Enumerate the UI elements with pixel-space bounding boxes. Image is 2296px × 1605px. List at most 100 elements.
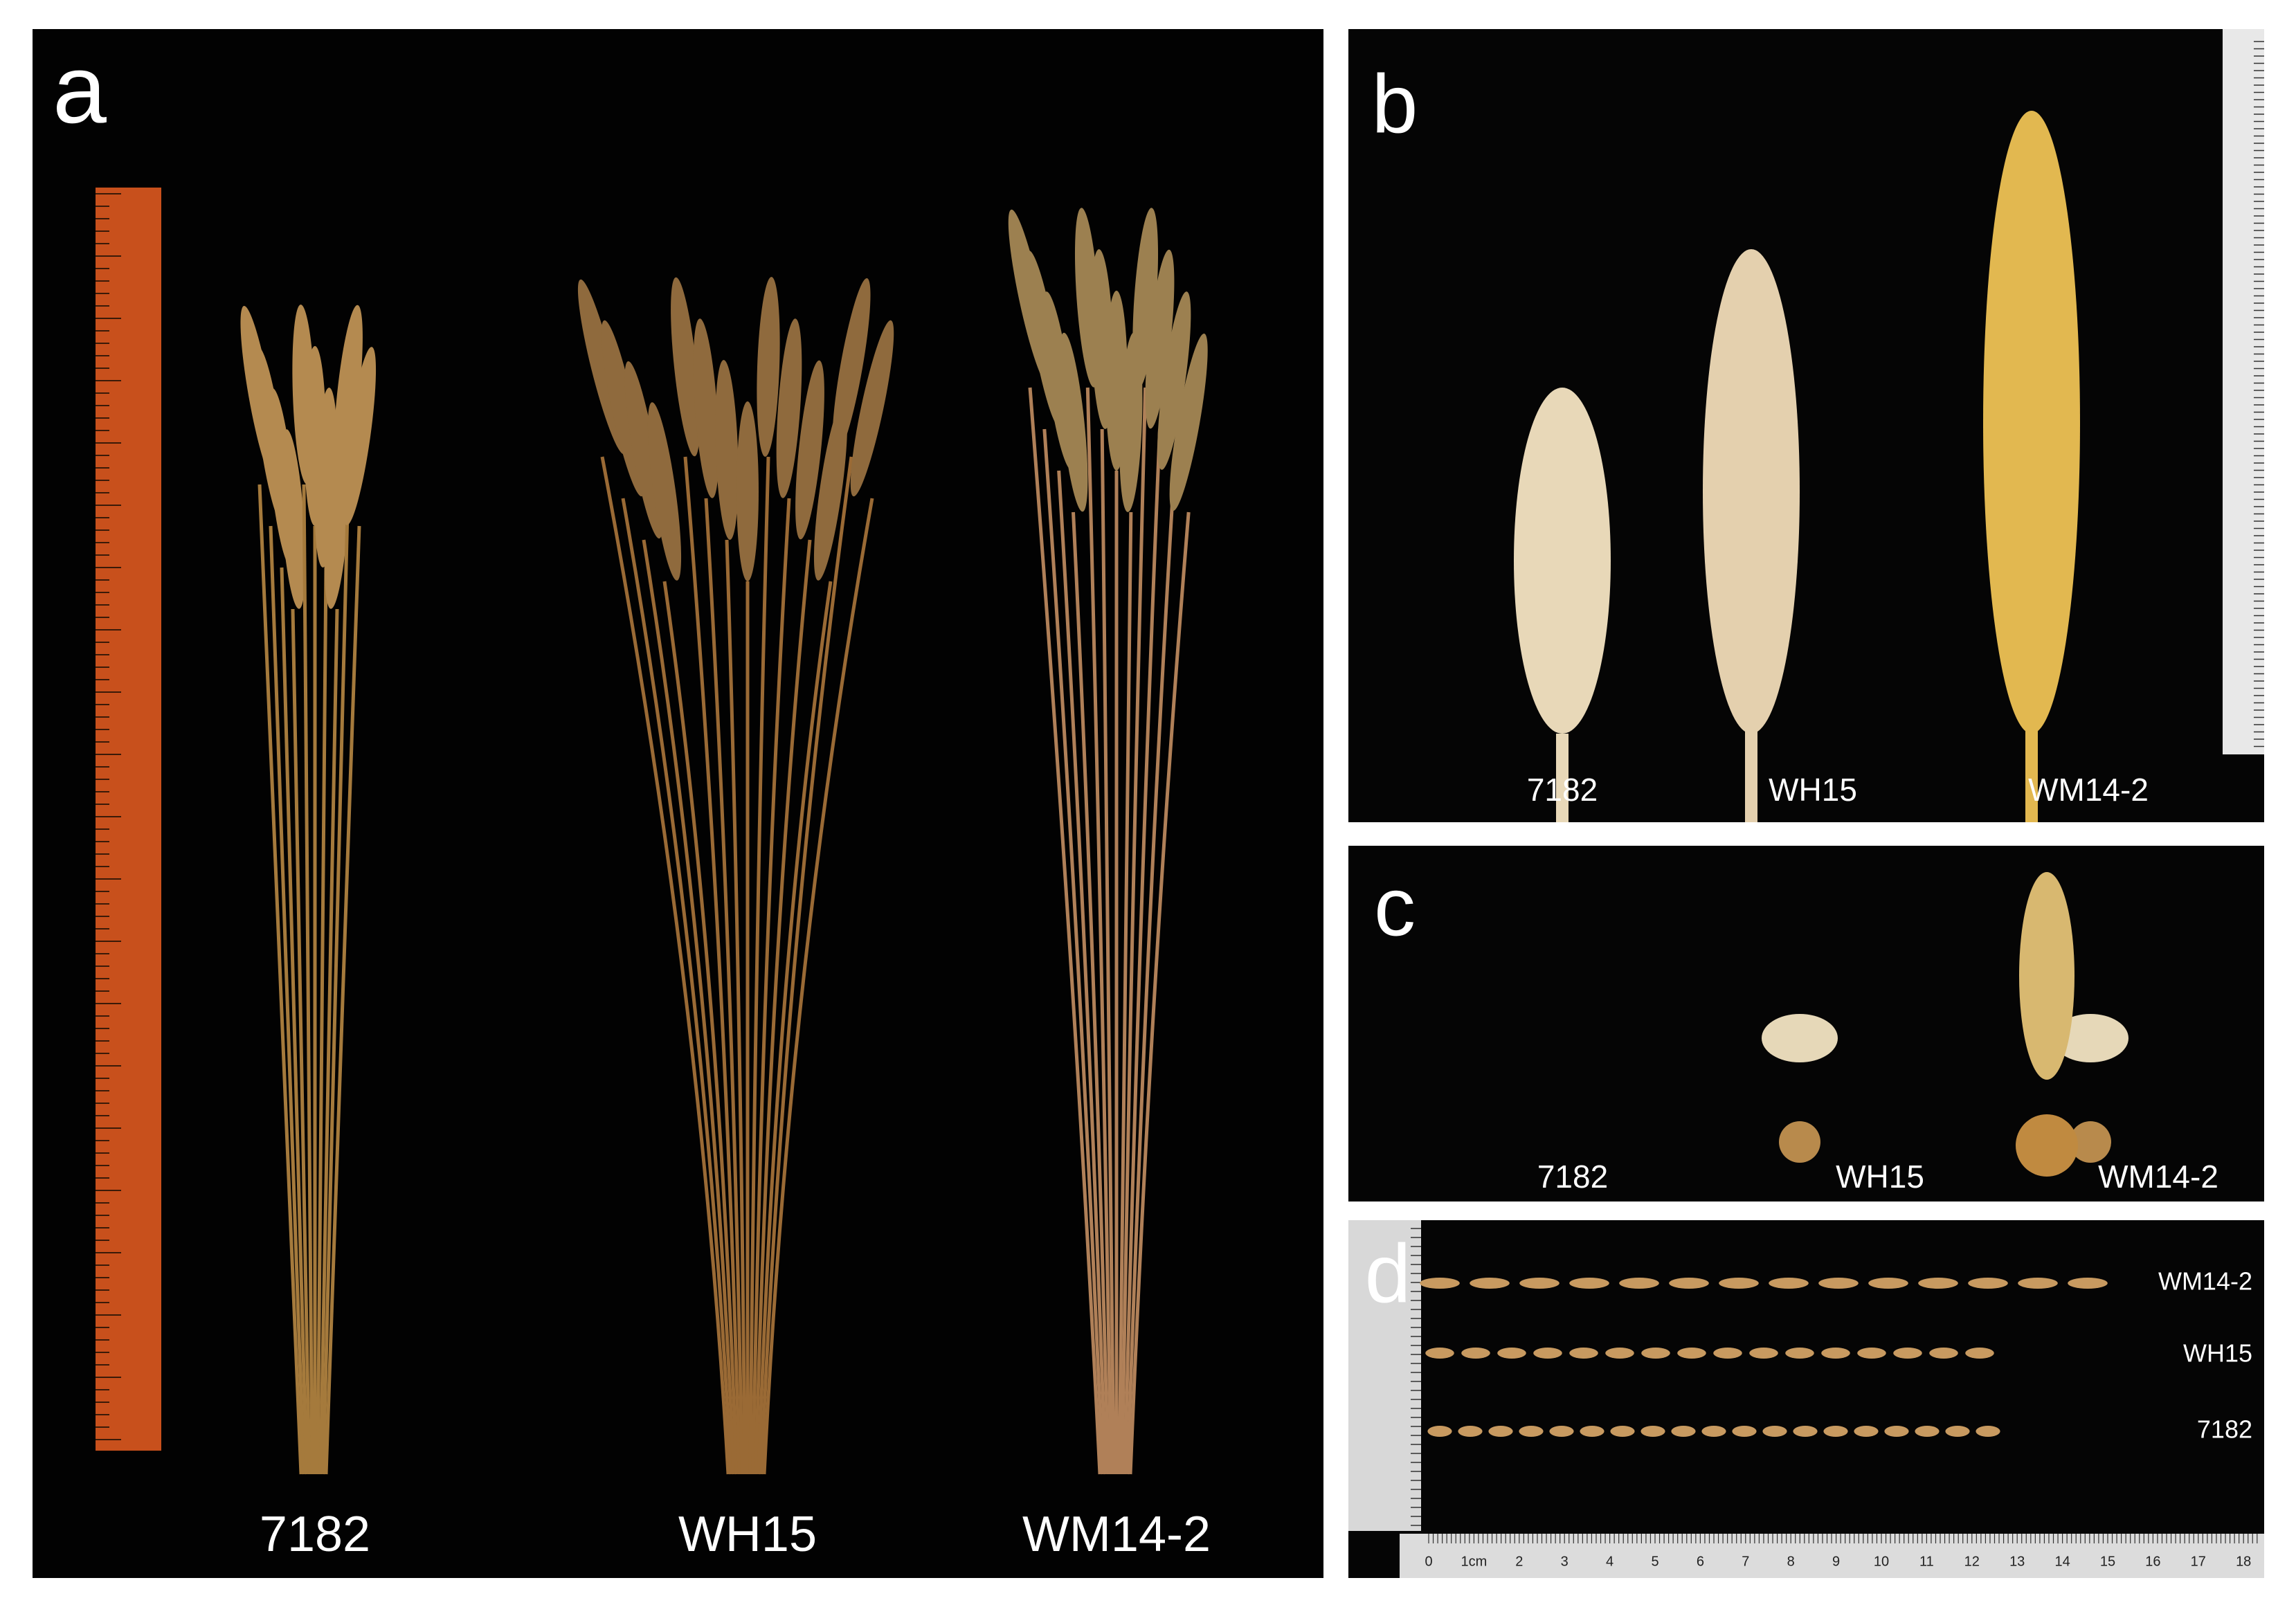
grain (1641, 1348, 1670, 1359)
ruler-label: 17 (2191, 1554, 2206, 1569)
stem (1085, 387, 1113, 1475)
ruler-label: 14 (2054, 1554, 2070, 1569)
stem (600, 456, 730, 1475)
sample-label: 7182 (1527, 772, 1598, 808)
panel-b (1348, 29, 2264, 822)
grain (1713, 1348, 1742, 1359)
stem (748, 456, 770, 1475)
grain (1821, 1348, 1850, 1359)
grain-cluster (1779, 1121, 1820, 1163)
ruler-a (96, 188, 161, 1451)
grain (1854, 1426, 1879, 1437)
stem (316, 567, 328, 1475)
grain (1762, 1426, 1787, 1437)
ruler-b (2223, 29, 2264, 754)
grain (1519, 1426, 1544, 1437)
ruler-label: 4 (1606, 1554, 1613, 1569)
stem (642, 539, 736, 1475)
grain (1749, 1348, 1778, 1359)
stem (1057, 470, 1108, 1475)
ruler-label: 2 (1515, 1554, 1523, 1569)
sample-label: WH15 (678, 1507, 817, 1562)
sample-label: WH15 (1836, 1159, 1924, 1195)
sample-label: WM14-2 (2028, 772, 2149, 808)
spikelet (2019, 872, 2074, 1080)
panel-letter: a (53, 35, 107, 143)
ear (1169, 333, 1208, 511)
stem (302, 484, 314, 1475)
ruler-label: 5 (1651, 1554, 1658, 1569)
ear (280, 429, 306, 609)
stem (269, 525, 306, 1475)
panel-letter: c (1374, 861, 1416, 954)
ruler-label: 1cm (1461, 1554, 1488, 1569)
grain (1769, 1278, 1809, 1289)
stem (1128, 511, 1191, 1475)
grain (1884, 1426, 1909, 1437)
stem (1120, 387, 1148, 1475)
sample-label: WH15 (2183, 1339, 2252, 1368)
ruler-label: 15 (2100, 1554, 2115, 1569)
grain (1425, 1348, 1454, 1359)
specimens (96, 41, 2264, 1543)
grain (1671, 1426, 1696, 1437)
grain (2018, 1278, 2058, 1289)
ear (776, 318, 802, 498)
stem (324, 525, 361, 1475)
stem (751, 498, 791, 1475)
grain-cluster (2070, 1121, 2111, 1163)
grain (1640, 1426, 1665, 1437)
ruler-label: 11 (1919, 1554, 1934, 1569)
stem (257, 484, 303, 1475)
grain-cluster (2016, 1114, 2078, 1177)
grain (1823, 1426, 1848, 1437)
ear (1983, 111, 2080, 734)
grain (1945, 1426, 1970, 1437)
stem (321, 484, 350, 1475)
grain (1605, 1348, 1634, 1359)
sample-label: WM14-2 (2158, 1267, 2252, 1296)
ear (624, 361, 663, 539)
ruler-label: 10 (1874, 1554, 1889, 1569)
panel-d (1348, 1220, 2264, 1578)
grain (1793, 1426, 1818, 1437)
ruler-d-left (1348, 1220, 1421, 1531)
spikelet (2052, 1014, 2128, 1062)
grain (1818, 1278, 1859, 1289)
ear (757, 277, 780, 457)
grain (1569, 1278, 1609, 1289)
ear (736, 401, 759, 581)
stem (1042, 428, 1105, 1475)
grain (1420, 1278, 1460, 1289)
grain (1929, 1348, 1958, 1359)
grain (1915, 1426, 1940, 1437)
ear (1058, 332, 1088, 512)
grain (1610, 1426, 1635, 1437)
ruler-label: 13 (2009, 1554, 2025, 1569)
ruler-label: 16 (2145, 1554, 2160, 1569)
stem (280, 567, 309, 1475)
ear (647, 402, 682, 581)
grain (1719, 1278, 1759, 1289)
grain (1580, 1426, 1605, 1437)
stem (1028, 387, 1102, 1475)
grain (1976, 1426, 2000, 1437)
ruler-label: 7 (1742, 1554, 1749, 1569)
stem (1117, 511, 1133, 1475)
stem (1072, 511, 1110, 1475)
ear (715, 360, 739, 540)
ruler-label: 8 (1787, 1554, 1795, 1569)
sample-label: 7182 (2197, 1415, 2252, 1444)
stem (762, 498, 874, 1475)
grain (1427, 1426, 1452, 1437)
ear (850, 320, 894, 497)
grain (1868, 1278, 1908, 1289)
grain (1669, 1278, 1709, 1289)
ruler-label: 3 (1561, 1554, 1569, 1569)
grain (1893, 1348, 1922, 1359)
ruler-label: 6 (1697, 1554, 1704, 1569)
stem (759, 456, 853, 1475)
